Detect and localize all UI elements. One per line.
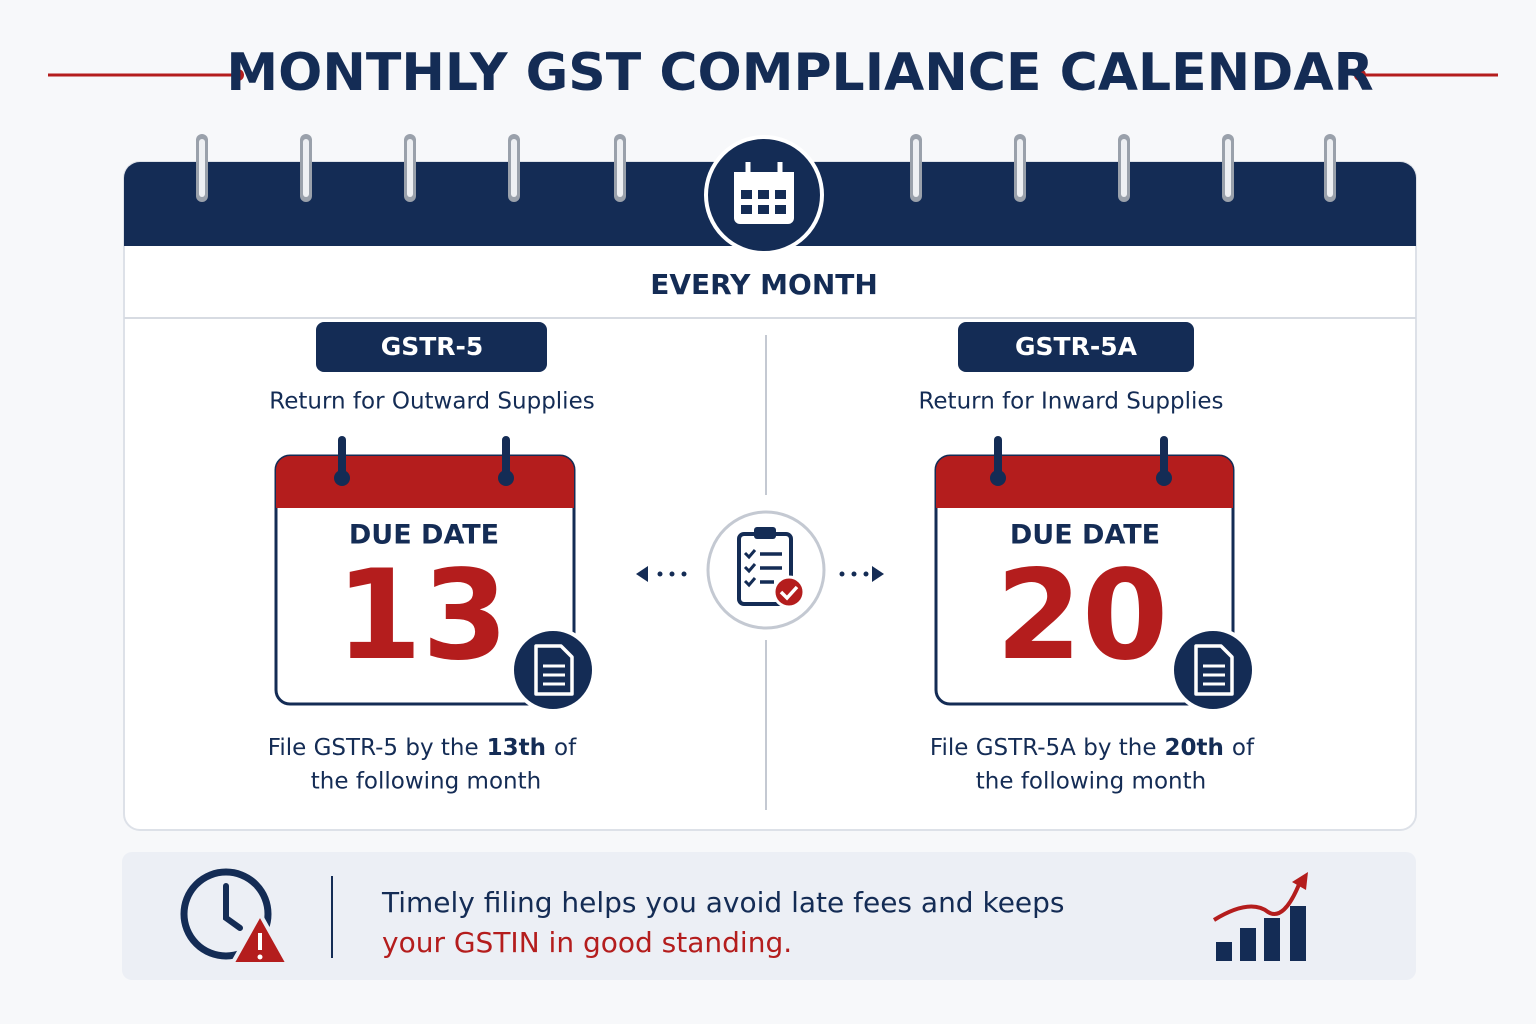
due-day: 20: [996, 544, 1169, 688]
title: MONTHLY GST COMPLIANCE CALENDAR: [226, 43, 1373, 103]
document-icon: [510, 627, 596, 713]
due-label: DUE DATE: [1010, 520, 1160, 551]
due-note: the following month: [311, 769, 541, 795]
due-day: 13: [336, 544, 509, 688]
due-note: the following month: [976, 769, 1206, 795]
connector: [636, 510, 884, 630]
calendar-icon: [704, 135, 824, 255]
binder-rings: [196, 134, 1336, 202]
frequency-label: EVERY MONTH: [650, 268, 878, 301]
code-badge: [958, 322, 1194, 372]
note-text: File GSTR-5 by the: [268, 735, 479, 761]
note-emphasis: 20th: [1165, 735, 1224, 761]
clock-warning-icon: [180, 868, 290, 966]
title-rules: [48, 69, 1498, 81]
note-text: File GSTR-5A by the: [930, 735, 1157, 761]
footer-text: Timely filing helps you avoid late fees …: [381, 886, 1065, 919]
due-label: DUE DATE: [349, 520, 499, 551]
note-text: of: [1232, 735, 1255, 761]
document-icon: [1170, 627, 1256, 713]
return-description: Return for Inward Supplies: [918, 389, 1223, 415]
note-text: of: [554, 735, 577, 761]
due-note: File GSTR-5A by the 20th of: [930, 735, 1255, 761]
return-code: GSTR-5: [381, 332, 484, 361]
due-calendar: [934, 436, 1235, 706]
footer-panel: [122, 852, 1416, 980]
return-description: Return for Outward Supplies: [269, 389, 594, 415]
note-emphasis: 13th: [487, 735, 546, 761]
code-badge: [316, 322, 547, 372]
growth-icon: [1212, 872, 1308, 961]
due-note: File GSTR-5 by the 13th of: [268, 735, 577, 761]
due-calendar: [274, 436, 576, 706]
footer-highlight: your GSTIN in good standing.: [382, 926, 792, 959]
return-code: GSTR-5A: [1015, 332, 1138, 361]
